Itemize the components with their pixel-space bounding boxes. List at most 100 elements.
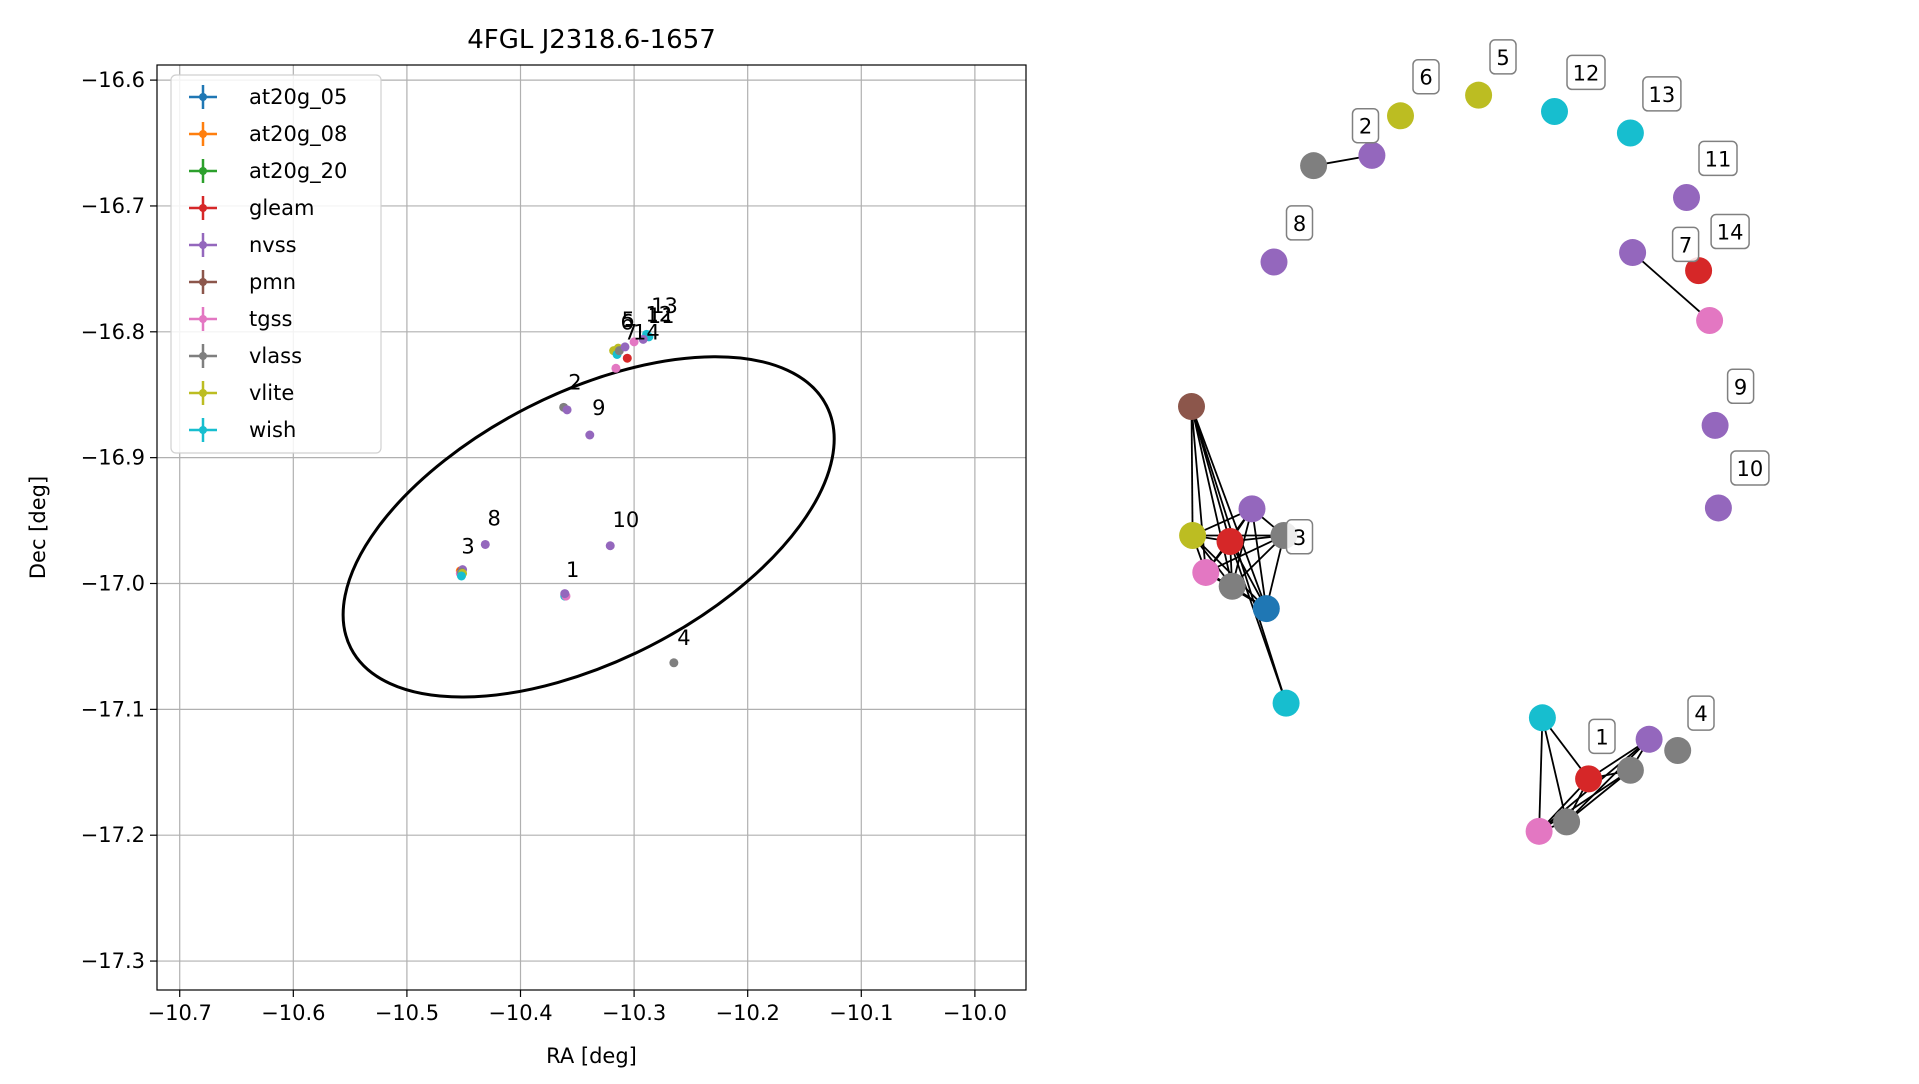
source-point bbox=[585, 430, 595, 440]
graph-label-box bbox=[1566, 54, 1606, 91]
graph-label-box bbox=[1726, 368, 1755, 405]
graph-label-text: 11 bbox=[1705, 147, 1732, 171]
graph-label-text: 2 bbox=[1359, 115, 1372, 139]
chart-title: 4FGL J2318.6-1657 bbox=[467, 25, 716, 55]
graph-node bbox=[1541, 98, 1568, 125]
graph-node bbox=[1216, 528, 1244, 555]
graph-label-box bbox=[1642, 76, 1682, 112]
y-tick-label: −16.7 bbox=[81, 194, 145, 218]
legend-marker-dot bbox=[199, 426, 207, 434]
y-axis-label: Dec [deg] bbox=[26, 476, 50, 579]
graph-node-label: 5 bbox=[1489, 39, 1517, 75]
source-point bbox=[638, 334, 648, 344]
legend-entry: nvss bbox=[249, 233, 297, 257]
x-tick-label: −10.2 bbox=[716, 1001, 780, 1025]
graph-label-text: 5 bbox=[1496, 46, 1509, 70]
y-tick-label: −16.6 bbox=[81, 68, 145, 92]
graph-label-text: 1 bbox=[1595, 725, 1608, 749]
graph-label-text: 6 bbox=[1419, 66, 1432, 90]
graph-node bbox=[1260, 248, 1288, 276]
graph-edge bbox=[1205, 534, 1285, 574]
source-label: 1 bbox=[566, 558, 579, 582]
y-tick-label: −16.8 bbox=[81, 320, 145, 344]
source-label: 12 bbox=[645, 303, 672, 327]
legend-entry: gleam bbox=[249, 196, 314, 220]
legend-entry: pmn bbox=[249, 270, 296, 294]
graph-label-text: 4 bbox=[1694, 702, 1707, 726]
graph-node bbox=[1179, 521, 1207, 549]
error-ellipse bbox=[341, 355, 836, 699]
graph-edge bbox=[1566, 769, 1631, 823]
graph-label-text: 14 bbox=[1717, 221, 1744, 245]
source-point bbox=[620, 342, 630, 352]
graph-edge bbox=[1190, 406, 1194, 536]
graph-node-label: 11 bbox=[1698, 140, 1738, 177]
x-tick-label: −10.1 bbox=[829, 1001, 893, 1025]
graph-node bbox=[1635, 725, 1663, 753]
graph-node bbox=[1528, 704, 1556, 732]
graph-node bbox=[1616, 119, 1644, 147]
graph-node bbox=[1238, 495, 1266, 523]
graph-label-text: 12 bbox=[1573, 61, 1600, 85]
source-label: 14 bbox=[633, 320, 660, 344]
legend-box bbox=[170, 74, 382, 454]
graph-nodes-layer bbox=[1178, 81, 1732, 845]
graph-node bbox=[1358, 141, 1386, 169]
x-tick-label: −10.3 bbox=[602, 1001, 666, 1025]
y-tick-label: −16.9 bbox=[81, 446, 145, 470]
legend-marker-dot bbox=[199, 167, 207, 175]
graph-node-label: 6 bbox=[1412, 58, 1440, 95]
source-point bbox=[611, 363, 621, 373]
graph-label-text: 3 bbox=[1293, 526, 1306, 550]
graph-label-text: 13 bbox=[1649, 83, 1676, 107]
source-label: 13 bbox=[651, 294, 678, 318]
source-point bbox=[480, 539, 490, 549]
graph-label-box bbox=[1698, 140, 1738, 177]
graph-edge bbox=[1190, 406, 1207, 573]
graph-node bbox=[1673, 184, 1700, 211]
graph-edge bbox=[1632, 251, 1711, 322]
graph-node bbox=[1701, 411, 1729, 439]
x-axis-ticks: −10.7 −10.6 −10.5 −10.4 −10.3 −10.2 −10.1 −10.0 bbox=[148, 990, 1007, 1025]
legend-entry: tgss bbox=[249, 307, 292, 331]
x-tick-label: −10.0 bbox=[943, 1001, 1007, 1025]
x-tick-label: −10.5 bbox=[375, 1001, 439, 1025]
graph-node-label: 14 bbox=[1710, 213, 1750, 250]
graph-node bbox=[1619, 239, 1647, 267]
graph-label-box bbox=[1671, 226, 1700, 263]
x-tick-label: −10.4 bbox=[488, 1001, 552, 1025]
source-label: 3 bbox=[461, 534, 474, 558]
source-label: 4 bbox=[677, 626, 690, 650]
graph-label-text: 8 bbox=[1293, 212, 1306, 236]
graph-label-box bbox=[1489, 39, 1517, 75]
error-ellipse-layer bbox=[341, 355, 836, 699]
source-label: 6 bbox=[620, 310, 633, 334]
source-point bbox=[456, 571, 466, 581]
source-label: 8 bbox=[488, 507, 501, 531]
graph-label-box bbox=[1710, 213, 1750, 250]
y-tick-label: −17.3 bbox=[81, 949, 145, 973]
graph-edge bbox=[1538, 717, 1544, 832]
graph-node bbox=[1553, 808, 1581, 836]
legend-marker-dot bbox=[199, 389, 207, 397]
graph-node bbox=[1252, 595, 1280, 623]
graph-node bbox=[1178, 392, 1205, 420]
legend-marker-dot bbox=[199, 278, 207, 286]
source-label: 2 bbox=[568, 371, 581, 395]
source-point bbox=[669, 658, 679, 668]
graph-edge bbox=[1190, 406, 1268, 609]
legend-marker-dot bbox=[199, 130, 207, 138]
source-label: 10 bbox=[613, 508, 640, 532]
graph-node-label: 10 bbox=[1730, 450, 1770, 486]
legend-entry: vlite bbox=[249, 381, 294, 405]
graph-edge bbox=[1190, 406, 1234, 587]
legend-entry: at20g_05 bbox=[249, 85, 347, 110]
source-point bbox=[560, 589, 570, 599]
legend-marker-dot bbox=[199, 93, 207, 101]
graph-label-box bbox=[1412, 58, 1440, 95]
legend-entry: vlass bbox=[249, 344, 302, 368]
graph-node-label: 2 bbox=[1351, 107, 1380, 144]
